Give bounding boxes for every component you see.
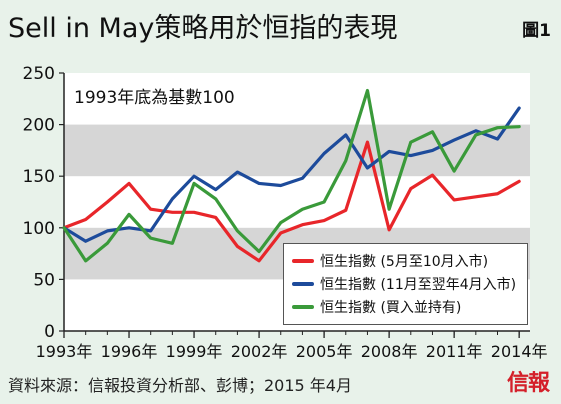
x-tick-label: 2014年 xyxy=(491,342,548,361)
x-tick-label: 2005年 xyxy=(296,342,353,361)
x-axis: 1993年 1996年 1999年 2002年 2005年 2008年 2011年 2014年 xyxy=(36,330,548,361)
series-lines xyxy=(62,88,521,263)
y-axis: 0 50 100 150 200 250 xyxy=(23,64,65,342)
x-tick-label: 2008年 xyxy=(361,342,418,361)
series-line-2 xyxy=(62,88,521,263)
legend-item-red: 恒生指數 (5月至10月入市) xyxy=(292,250,488,272)
x-tick-label: 2002年 xyxy=(231,342,288,361)
legend-label: 恒生指數 (5月至10月入市) xyxy=(320,254,489,270)
source-note: 資料來源：信報投資分析部、彭博；2015 年4月 xyxy=(8,376,352,395)
y-tick-label: 0 xyxy=(44,322,55,342)
chart-title: Sell in May策略用於恒指的表現 xyxy=(8,13,398,44)
series-line-1 xyxy=(62,106,521,243)
chart-annotation: 1993年底為基數100 xyxy=(74,88,235,108)
x-tick-label: 2011年 xyxy=(426,342,483,361)
figure-label: 圖1 xyxy=(522,21,551,41)
legend: 恒生指數 (5月至10月入市) 恒生指數 (11月至翌年4月入市) 恒生指數 (… xyxy=(283,243,528,325)
series-line-0 xyxy=(62,140,521,263)
y-tick-label: 250 xyxy=(23,64,55,84)
legend-label: 恒生指數 (買入並持有) xyxy=(320,300,462,316)
x-tick-label: 1993年 xyxy=(36,342,93,361)
legend-label: 恒生指數 (11月至翌年4月入市) xyxy=(320,277,517,293)
y-tick-label: 150 xyxy=(23,167,55,187)
x-tick-label: 1996年 xyxy=(101,342,158,361)
x-tick-label: 1999年 xyxy=(166,342,223,361)
legend-item-blue: 恒生指數 (11月至翌年4月入市) xyxy=(292,273,516,295)
legend-swatch-red xyxy=(292,259,314,263)
y-tick-label: 50 xyxy=(33,270,55,290)
legend-item-green: 恒生指數 (買入並持有) xyxy=(292,296,461,318)
brand-logo: 信報 xyxy=(506,370,550,396)
legend-swatch-blue xyxy=(292,282,314,286)
legend-swatch-green xyxy=(292,305,314,309)
y-tick-label: 100 xyxy=(23,219,55,239)
grid-band xyxy=(64,124,530,177)
y-tick-label: 200 xyxy=(23,116,55,136)
